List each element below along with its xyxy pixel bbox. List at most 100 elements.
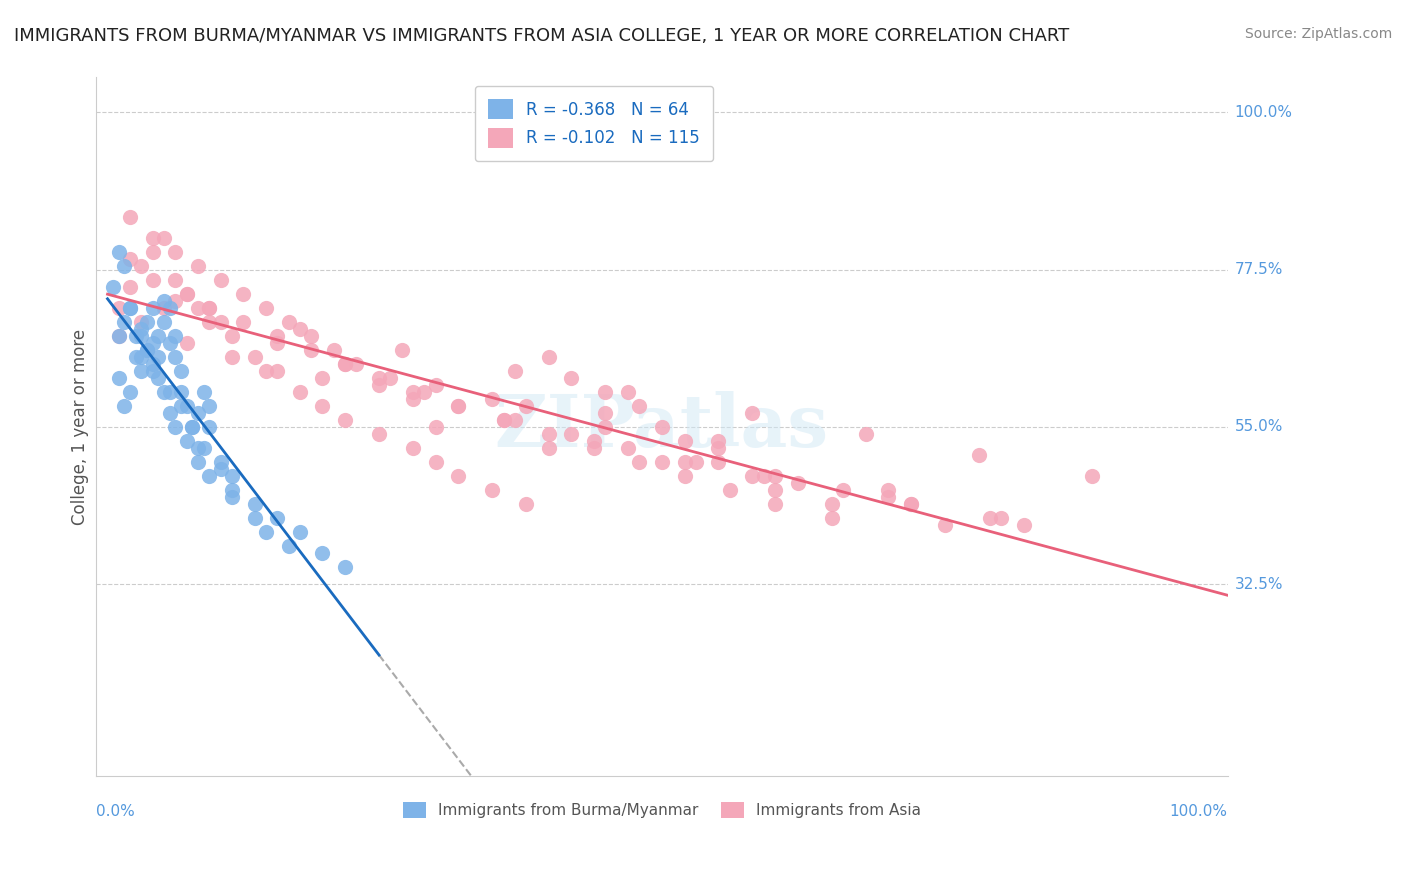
Point — [254, 364, 277, 378]
Point — [266, 510, 288, 524]
Point — [595, 419, 617, 434]
Point — [288, 524, 311, 539]
Point — [131, 259, 153, 273]
Point — [979, 510, 1001, 524]
Point — [877, 490, 900, 504]
Point — [165, 245, 187, 260]
Point — [243, 350, 266, 364]
Point — [391, 343, 413, 357]
Point — [425, 419, 447, 434]
Point — [165, 329, 187, 343]
Point — [142, 273, 165, 287]
Point — [153, 384, 176, 399]
Point — [136, 343, 159, 357]
Text: IMMIGRANTS FROM BURMA/MYANMAR VS IMMIGRANTS FROM ASIA COLLEGE, 1 YEAR OR MORE CO: IMMIGRANTS FROM BURMA/MYANMAR VS IMMIGRA… — [14, 27, 1070, 45]
Point — [503, 413, 526, 427]
Point — [447, 399, 470, 413]
Point — [120, 384, 142, 399]
Point — [344, 357, 367, 371]
Point — [165, 350, 187, 364]
Point — [148, 371, 170, 385]
Point — [254, 524, 277, 539]
Text: Source: ZipAtlas.com: Source: ZipAtlas.com — [1244, 27, 1392, 41]
Point — [176, 335, 198, 350]
Point — [582, 434, 605, 448]
Point — [131, 329, 153, 343]
Point — [142, 231, 165, 245]
Point — [311, 399, 333, 413]
Point — [628, 455, 651, 469]
Point — [333, 357, 356, 371]
Point — [763, 497, 786, 511]
Point — [741, 406, 763, 420]
Point — [820, 510, 842, 524]
Point — [153, 231, 176, 245]
Point — [170, 399, 193, 413]
Text: 55.0%: 55.0% — [1234, 419, 1282, 434]
Point — [142, 364, 165, 378]
Point — [108, 371, 131, 385]
Point — [492, 413, 515, 427]
Point — [114, 315, 136, 329]
Point — [503, 364, 526, 378]
Point — [707, 434, 730, 448]
Point — [900, 497, 922, 511]
Point — [193, 384, 215, 399]
Point — [967, 448, 990, 462]
Point — [425, 455, 447, 469]
Point — [707, 441, 730, 455]
Point — [288, 322, 311, 336]
Text: 0.0%: 0.0% — [96, 804, 135, 819]
Point — [595, 384, 617, 399]
Text: 100.0%: 100.0% — [1234, 105, 1292, 120]
Point — [198, 301, 221, 315]
Point — [209, 455, 232, 469]
Point — [333, 357, 356, 371]
Point — [198, 419, 221, 434]
Point — [243, 510, 266, 524]
Point — [187, 406, 209, 420]
Point — [198, 301, 221, 315]
Point — [266, 329, 288, 343]
Point — [131, 322, 153, 336]
Point — [380, 371, 402, 385]
Point — [582, 441, 605, 455]
Point — [481, 392, 503, 406]
Text: 77.5%: 77.5% — [1234, 262, 1282, 277]
Point — [198, 399, 221, 413]
Point — [651, 455, 673, 469]
Point — [136, 343, 159, 357]
Point — [537, 441, 560, 455]
Point — [368, 426, 391, 441]
Point — [120, 210, 142, 224]
Point — [673, 434, 696, 448]
Point — [232, 287, 254, 301]
Point — [934, 517, 956, 532]
Point — [832, 483, 855, 497]
Text: 100.0%: 100.0% — [1170, 804, 1227, 819]
Point — [108, 329, 131, 343]
Point — [120, 301, 142, 315]
Point — [108, 301, 131, 315]
Point — [159, 406, 181, 420]
Point — [560, 371, 582, 385]
Point — [718, 483, 741, 497]
Point — [447, 399, 470, 413]
Point — [288, 384, 311, 399]
Point — [560, 426, 582, 441]
Point — [333, 413, 356, 427]
Point — [651, 419, 673, 434]
Point — [763, 483, 786, 497]
Point — [176, 287, 198, 301]
Point — [148, 329, 170, 343]
Point — [786, 475, 808, 490]
Point — [685, 455, 707, 469]
Point — [232, 315, 254, 329]
Point — [193, 441, 215, 455]
Point — [299, 343, 322, 357]
Point — [198, 315, 221, 329]
Point — [368, 377, 391, 392]
Point — [131, 315, 153, 329]
Point — [142, 335, 165, 350]
Point — [820, 497, 842, 511]
